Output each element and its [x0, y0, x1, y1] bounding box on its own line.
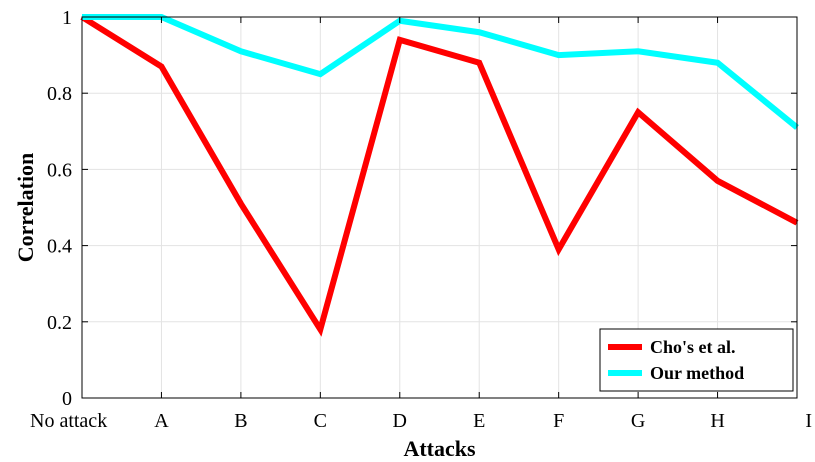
legend-label: Cho's et al.	[650, 337, 736, 357]
y-axis-label: Correlation	[13, 153, 38, 263]
x-tick-label: F	[553, 410, 564, 432]
plot-frame	[81, 16, 798, 399]
legend-label: Our method	[650, 363, 744, 383]
y-tick-label: 0	[62, 388, 72, 410]
grid-lines	[82, 17, 797, 398]
y-tick-label: 0.8	[47, 83, 72, 105]
x-axis-ticks: No attack A B C D E F G H I	[30, 17, 812, 432]
x-tick-label: E	[473, 410, 485, 432]
series-line-0	[80, 14, 799, 337]
x-tick-label: G	[631, 410, 645, 432]
x-tick-label: B	[234, 410, 247, 432]
y-tick-label: 1	[62, 7, 72, 29]
x-tick-label: I	[805, 410, 812, 432]
x-tick-label: H	[710, 410, 724, 432]
y-tick-label: 0.4	[47, 236, 72, 258]
legend-box	[599, 328, 794, 392]
legend: Cho's et al. Our method	[599, 328, 794, 392]
series-lines	[80, 14, 799, 337]
x-tick-label: No attack	[30, 410, 107, 432]
y-tick-label: 0.6	[47, 159, 72, 181]
x-tick-label: A	[154, 410, 169, 432]
y-axis-ticks: 0 0.2 0.4 0.6 0.8 1	[47, 7, 797, 410]
y-tick-label: 0.2	[47, 312, 72, 334]
x-tick-label: D	[393, 410, 407, 432]
series-line-1	[82, 14, 799, 130]
x-tick-label: C	[314, 410, 327, 432]
x-axis-label: Attacks	[403, 436, 476, 461]
